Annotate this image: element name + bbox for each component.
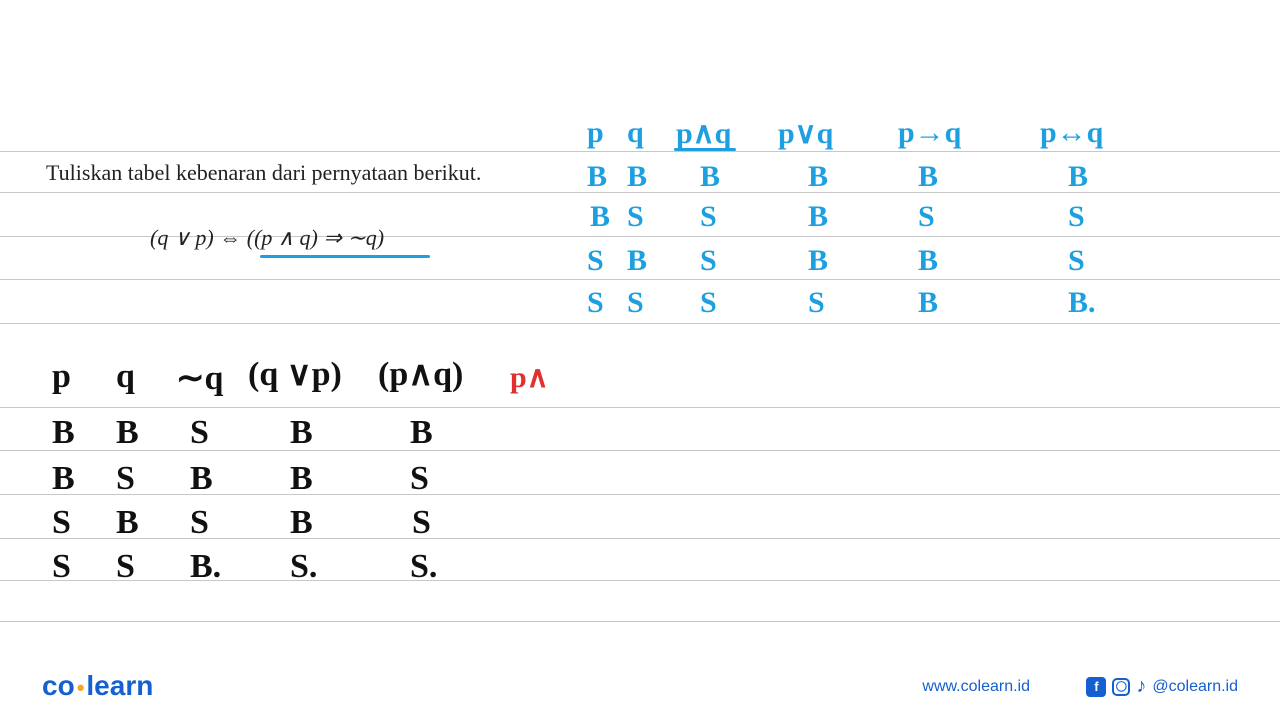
top-th-porq: p∨q <box>778 116 833 151</box>
instagram-icon: ◯ <box>1112 678 1130 696</box>
bot-cell: B <box>116 414 139 452</box>
bot-cell: S. <box>410 548 437 586</box>
facebook-icon: f <box>1086 677 1106 697</box>
footer: co•learn www.colearn.id f ◯ ♪ @colearn.i… <box>0 662 1280 702</box>
top-cell: S <box>700 244 717 278</box>
footer-url: www.colearn.id <box>922 678 1030 696</box>
logo-co: co <box>42 670 75 701</box>
top-cell: S <box>627 286 644 320</box>
top-cell: S <box>587 286 604 320</box>
bot-cell: S <box>116 548 135 586</box>
bot-th-q: q <box>116 358 135 396</box>
ruled-line <box>0 323 1280 324</box>
question-formula: (q ∨ p) ⇔ ((p ∧ q) ⇒ ∼q) <box>150 225 384 251</box>
logo-dot-icon: • <box>75 675 87 700</box>
logo-learn: learn <box>86 670 153 701</box>
bot-th-p: p <box>52 358 71 396</box>
brand-logo: co•learn <box>42 670 153 702</box>
bot-cell: B <box>410 414 433 452</box>
top-th-p: p <box>587 116 604 150</box>
bot-th-notq: ∼q <box>176 358 223 398</box>
bot-cell: B <box>52 414 75 452</box>
top-cell: B <box>587 160 607 194</box>
top-cell: S <box>700 200 717 234</box>
bot-cell: S <box>410 460 429 498</box>
top-th-pandq: p∧q <box>676 116 731 151</box>
top-th-pimpq: p→q <box>898 116 961 150</box>
tiktok-icon: ♪ <box>1136 675 1146 698</box>
top-th-q: q <box>627 116 644 150</box>
ruled-line <box>0 151 1280 152</box>
footer-handle: @colearn.id <box>1152 678 1238 696</box>
top-cell: B <box>918 160 938 194</box>
bot-cell: S <box>116 460 135 498</box>
bot-cell: B <box>290 504 313 542</box>
top-cell: S <box>1068 200 1085 234</box>
bot-cell: B <box>290 460 313 498</box>
footer-social: f ◯ ♪ @colearn.id <box>1086 675 1238 698</box>
ruled-line <box>0 407 1280 408</box>
top-cell: S <box>627 200 644 234</box>
top-cell: B <box>627 244 647 278</box>
underline-icon <box>260 255 430 258</box>
bot-th-qorp: (q ∨p) <box>248 354 342 394</box>
top-cell: S <box>1068 244 1085 278</box>
top-cell: B <box>627 160 647 194</box>
top-cell: B <box>808 244 828 278</box>
ruled-line <box>0 621 1280 622</box>
top-cell: B <box>808 200 828 234</box>
bot-cell: B <box>290 414 313 452</box>
top-cell: S <box>808 286 825 320</box>
ruled-line <box>0 279 1280 280</box>
bot-cell: S <box>52 504 71 542</box>
top-th-piffq: p↔q <box>1040 116 1103 150</box>
top-cell: S <box>918 200 935 234</box>
bot-cell: B <box>190 460 213 498</box>
question-prompt: Tuliskan tabel kebenaran dari pernyataan… <box>46 160 481 186</box>
bot-th-red: p∧ <box>510 360 549 395</box>
bot-cell: S <box>52 548 71 586</box>
bot-cell: B <box>116 504 139 542</box>
bot-cell: S. <box>290 548 317 586</box>
bot-cell: S <box>412 504 431 542</box>
top-cell: B <box>700 160 720 194</box>
top-cell: B <box>918 244 938 278</box>
top-cell: S <box>700 286 717 320</box>
top-cell: B <box>918 286 938 320</box>
top-cell: B <box>1068 160 1088 194</box>
bot-cell: S <box>190 414 209 452</box>
bot-cell: S <box>190 504 209 542</box>
top-cell: B <box>590 200 610 234</box>
bot-cell: B. <box>190 548 221 586</box>
top-cell: B <box>808 160 828 194</box>
top-cell: S <box>587 244 604 278</box>
bot-cell: B <box>52 460 75 498</box>
bot-th-pandq: (p∧q) <box>378 354 463 394</box>
top-cell: B. <box>1068 286 1096 320</box>
